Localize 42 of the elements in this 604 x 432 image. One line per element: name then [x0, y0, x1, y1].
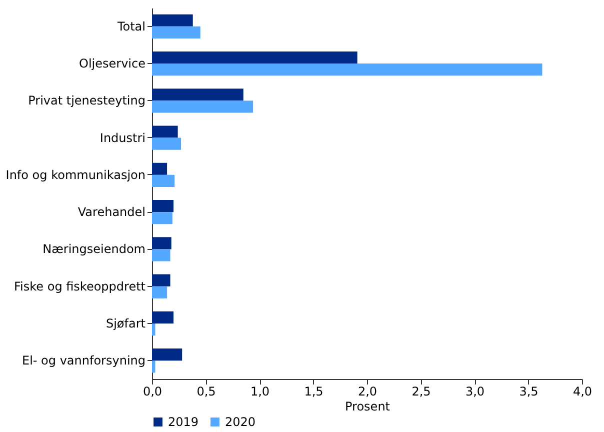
bar [152, 26, 200, 38]
legend-label: 2020 [225, 415, 256, 429]
y-tick-label: Varehandel [78, 205, 146, 220]
y-tick-label: Industri [100, 130, 146, 145]
bar [152, 311, 174, 324]
x-tick-label: 0,5 [196, 384, 216, 398]
y-tick-label: Næringseiendom [42, 242, 146, 256]
y-tick-label: El- og vannforsyning [22, 354, 146, 368]
bar [152, 100, 254, 113]
bar [152, 162, 168, 175]
y-tick-label: Sjøfart [106, 316, 146, 330]
x-tick-label: 0,0 [142, 384, 162, 398]
y-tick-label: Oljeservice [79, 56, 146, 71]
y-tick-label: Fiske og fiskeoppdrett [14, 279, 146, 294]
bar [152, 274, 170, 286]
bar [152, 249, 170, 262]
bar [152, 51, 358, 64]
bar [152, 174, 175, 187]
bar [152, 348, 182, 361]
x-tick-label: 3,0 [465, 384, 485, 398]
bar [152, 200, 174, 212]
x-tick-label: 1,5 [304, 384, 324, 398]
bar [152, 360, 156, 373]
y-tick-label: Privat tjenesteyting [28, 94, 146, 108]
legend-label: 2019 [168, 415, 199, 429]
bar [152, 88, 244, 101]
y-tick-label: Info og kommunikasjon [6, 168, 146, 182]
bar [152, 126, 178, 138]
bar [152, 212, 172, 224]
x-tick-label: 4,0 [572, 384, 592, 398]
bar [152, 286, 168, 298]
x-tick-label: 2,0 [358, 384, 378, 398]
bar [152, 138, 182, 150]
x-tick-label: 3,5 [519, 384, 538, 398]
x-axis-title: Prosent [345, 400, 390, 414]
bar [152, 237, 172, 250]
bar [152, 323, 156, 336]
bar [152, 64, 542, 76]
bar [152, 14, 193, 26]
x-tick-label: 2,5 [412, 384, 431, 398]
y-tick-label: Total [116, 19, 146, 34]
x-tick-label: 1,0 [250, 384, 270, 398]
